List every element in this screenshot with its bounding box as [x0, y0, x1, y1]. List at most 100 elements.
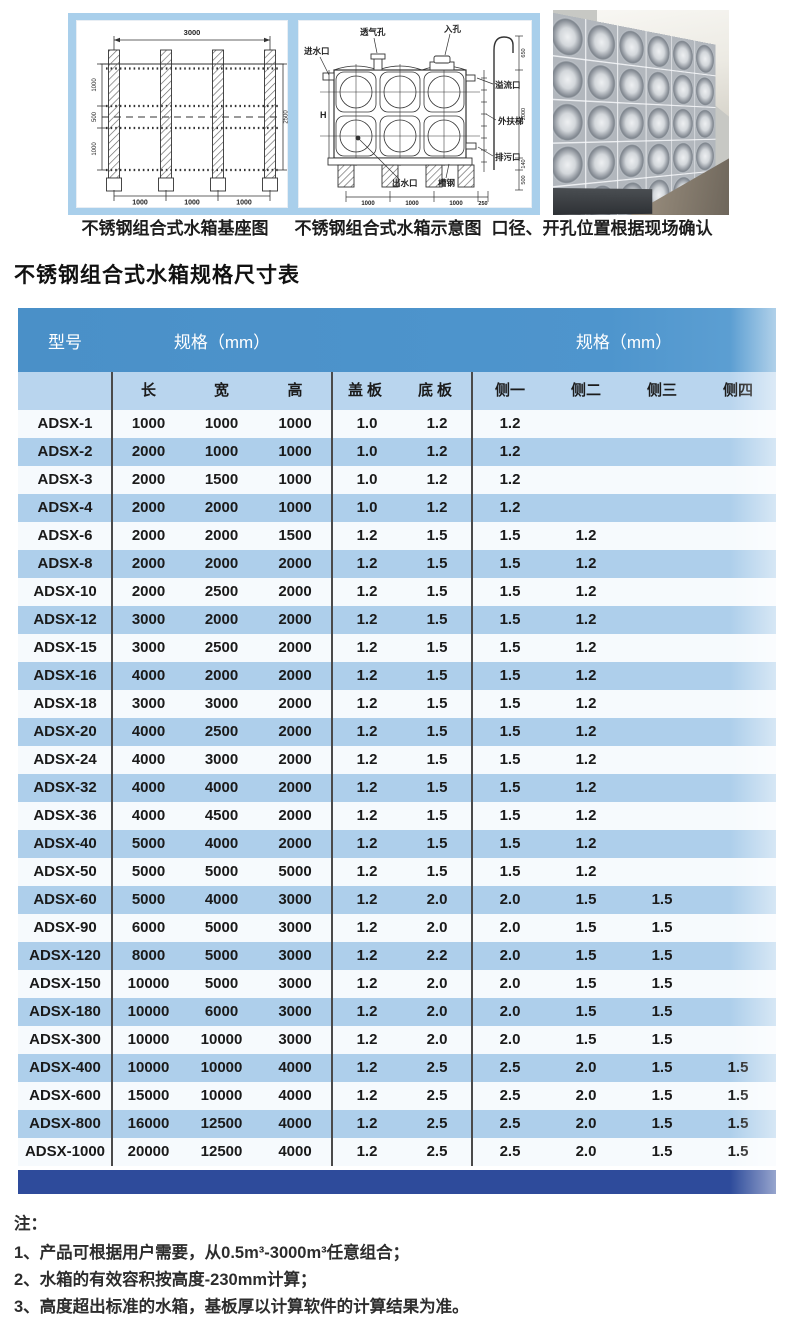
cell-side-4: [700, 998, 776, 1026]
cell-side-2: [548, 410, 624, 438]
cell-side-2: 1.2: [575, 751, 597, 768]
cell-side-1: 1.5: [499, 583, 521, 600]
cell-cover-plate: 1.2: [356, 1059, 378, 1076]
cell-side-2: 1.5: [575, 891, 597, 908]
cell-cover-plate: 1.2: [356, 667, 378, 684]
cell-bottom-plate: 1.5: [426, 807, 448, 824]
cell-bottom-plate: 2.0: [426, 1003, 448, 1020]
cell-side-3: 1.5: [651, 1031, 673, 1048]
cell-width: 10000: [200, 1031, 243, 1048]
cell-side-4: 1.5: [727, 1143, 749, 1160]
cell-cover-plate: 1.2: [356, 1003, 378, 1020]
cell-cover-plate: 1.2: [356, 583, 378, 600]
cell-bottom-plate: 1.5: [426, 751, 448, 768]
cell-model: ADSX-8: [37, 555, 93, 572]
label-ladder: 外扶梯: [497, 116, 524, 126]
dim-right: 2500: [284, 110, 289, 124]
cell-bottom-plate: 2.5: [426, 1143, 448, 1160]
cell-side-1: 1.5: [499, 527, 521, 544]
header-model: 型号: [48, 332, 82, 352]
caption-photo: 口径、开孔位置根据现场确认: [491, 219, 713, 238]
caption-base-diagram: 不锈钢组合式水箱基座图: [81, 219, 269, 238]
cell-height: 2000: [278, 583, 312, 600]
cell-bottom-plate: 2.0: [426, 1031, 448, 1048]
cell-side-2: 1.5: [575, 1003, 597, 1020]
cell-bottom-plate: 2.0: [426, 891, 448, 908]
cell-height: 3000: [278, 1003, 312, 1020]
cell-side-1: 1.5: [499, 555, 521, 572]
cell-cover-plate: 1.2: [356, 975, 378, 992]
cell-bottom-plate: 2.5: [426, 1059, 448, 1076]
cell-side-2: [548, 438, 624, 466]
cell-side-4: [700, 886, 776, 914]
cell-bottom-plate: 1.5: [426, 779, 448, 796]
cell-height: 2000: [278, 751, 312, 768]
cell-height: 1500: [278, 527, 312, 544]
label-channel: 槽钢: [438, 178, 456, 188]
cell-side-2: 1.2: [575, 723, 597, 740]
table-row: ADSX-40 5000 4000 2000 1.2 1.5 1.5 1.2: [18, 830, 776, 858]
cell-side-2: 1.2: [575, 639, 597, 656]
dim-right-1: 650: [521, 48, 527, 57]
cell-model: ADSX-600: [29, 1087, 101, 1104]
cell-side-2: 1.5: [575, 919, 597, 936]
table-row: ADSX-300 10000 10000 3000 1.2 2.0 2.0 1.5 1.5: [18, 1026, 776, 1054]
col-height: 高: [287, 382, 303, 399]
cell-bottom-plate: 1.5: [426, 695, 448, 712]
cell-width: 3000: [204, 695, 239, 712]
col-side-4: 侧四: [722, 382, 753, 399]
cell-side-3: [624, 550, 700, 578]
cell-length: 20000: [127, 1143, 170, 1160]
cell-height: 3000: [278, 891, 312, 908]
cell-model: ADSX-1000: [24, 1143, 106, 1160]
cell-model: ADSX-4: [37, 499, 93, 516]
cell-width: 4000: [204, 835, 239, 852]
cell-side-2: 1.2: [575, 807, 597, 824]
cell-bottom-plate: 1.2: [426, 443, 448, 460]
cell-width: 2000: [204, 527, 239, 544]
dim-right-2: 2000: [521, 108, 527, 120]
cell-width: 4000: [204, 891, 239, 908]
cell-cover-plate: 1.2: [356, 947, 378, 964]
cell-width: 5000: [204, 975, 239, 992]
label-outlet: 出水口: [392, 178, 418, 188]
cell-side-2: 1.2: [575, 583, 597, 600]
cell-side-3: [624, 634, 700, 662]
dim-left-2: 500: [92, 111, 98, 122]
table-row: ADSX-3 2000 1500 1000 1.0 1.2 1.2: [18, 466, 776, 494]
table-subheader-row: 长 宽 高 盖板 底板 侧一 侧二 侧三 侧四: [18, 372, 776, 410]
table-row: ADSX-1000 20000 12500 4000 1.2 2.5 2.5 2.0 1.5 1.…: [18, 1138, 776, 1166]
cell-height: 1000: [278, 443, 312, 460]
cell-model: ADSX-20: [33, 723, 97, 740]
cell-side-4: [700, 690, 776, 718]
cell-cover-plate: 1.0: [356, 415, 378, 432]
cell-side-2: 2.0: [575, 1087, 597, 1104]
cell-height: 3000: [278, 1031, 312, 1048]
cell-bottom-plate: 1.5: [426, 863, 448, 880]
cell-side-3: [624, 494, 700, 522]
cell-bottom-plate: 2.5: [426, 1087, 448, 1104]
cell-length: 10000: [127, 1031, 170, 1048]
cell-cover-plate: 1.2: [356, 919, 378, 936]
cell-width: 6000: [204, 1003, 239, 1020]
cell-side-2: 1.5: [575, 975, 597, 992]
label-vent: 透气孔: [360, 27, 386, 37]
table-row: ADSX-120 8000 5000 3000 1.2 2.2 2.0 1.5 1.5: [18, 942, 776, 970]
cell-length: 3000: [131, 695, 166, 712]
cell-side-2: 2.0: [575, 1115, 597, 1132]
label-inlet: 进水口: [304, 46, 330, 56]
cell-side-4: [700, 550, 776, 578]
cell-height: 4000: [278, 1115, 312, 1132]
diagrams-panel: 3000 1000 500 1000 2500 1000 1000 1000: [68, 13, 540, 215]
schematic-diagram: 进水口 透气孔 入孔 溢流口 外扶梯 排污口 H 出水口 槽钢 650 2000…: [298, 20, 532, 208]
cell-cover-plate: 1.0: [356, 443, 378, 460]
table-row: ADSX-10 2000 2500 2000 1.2 1.5 1.5 1.2: [18, 578, 776, 606]
schematic-diagram-drawing: 进水口 透气孔 入孔 溢流口 外扶梯 排污口 H 出水口 槽钢 650 2000…: [304, 24, 527, 207]
dim-bottom-3: 1000: [449, 201, 463, 207]
cell-side-4: [700, 662, 776, 690]
col-cover-plate: 盖板: [347, 382, 386, 399]
notes: 注： 1、产品可根据用户需要，从0.5m³-3000m³任意组合； 2、水箱的有…: [14, 1211, 469, 1321]
cell-side-4: [700, 802, 776, 830]
cell-height: 5000: [278, 863, 312, 880]
cell-bottom-plate: 1.5: [426, 555, 448, 572]
